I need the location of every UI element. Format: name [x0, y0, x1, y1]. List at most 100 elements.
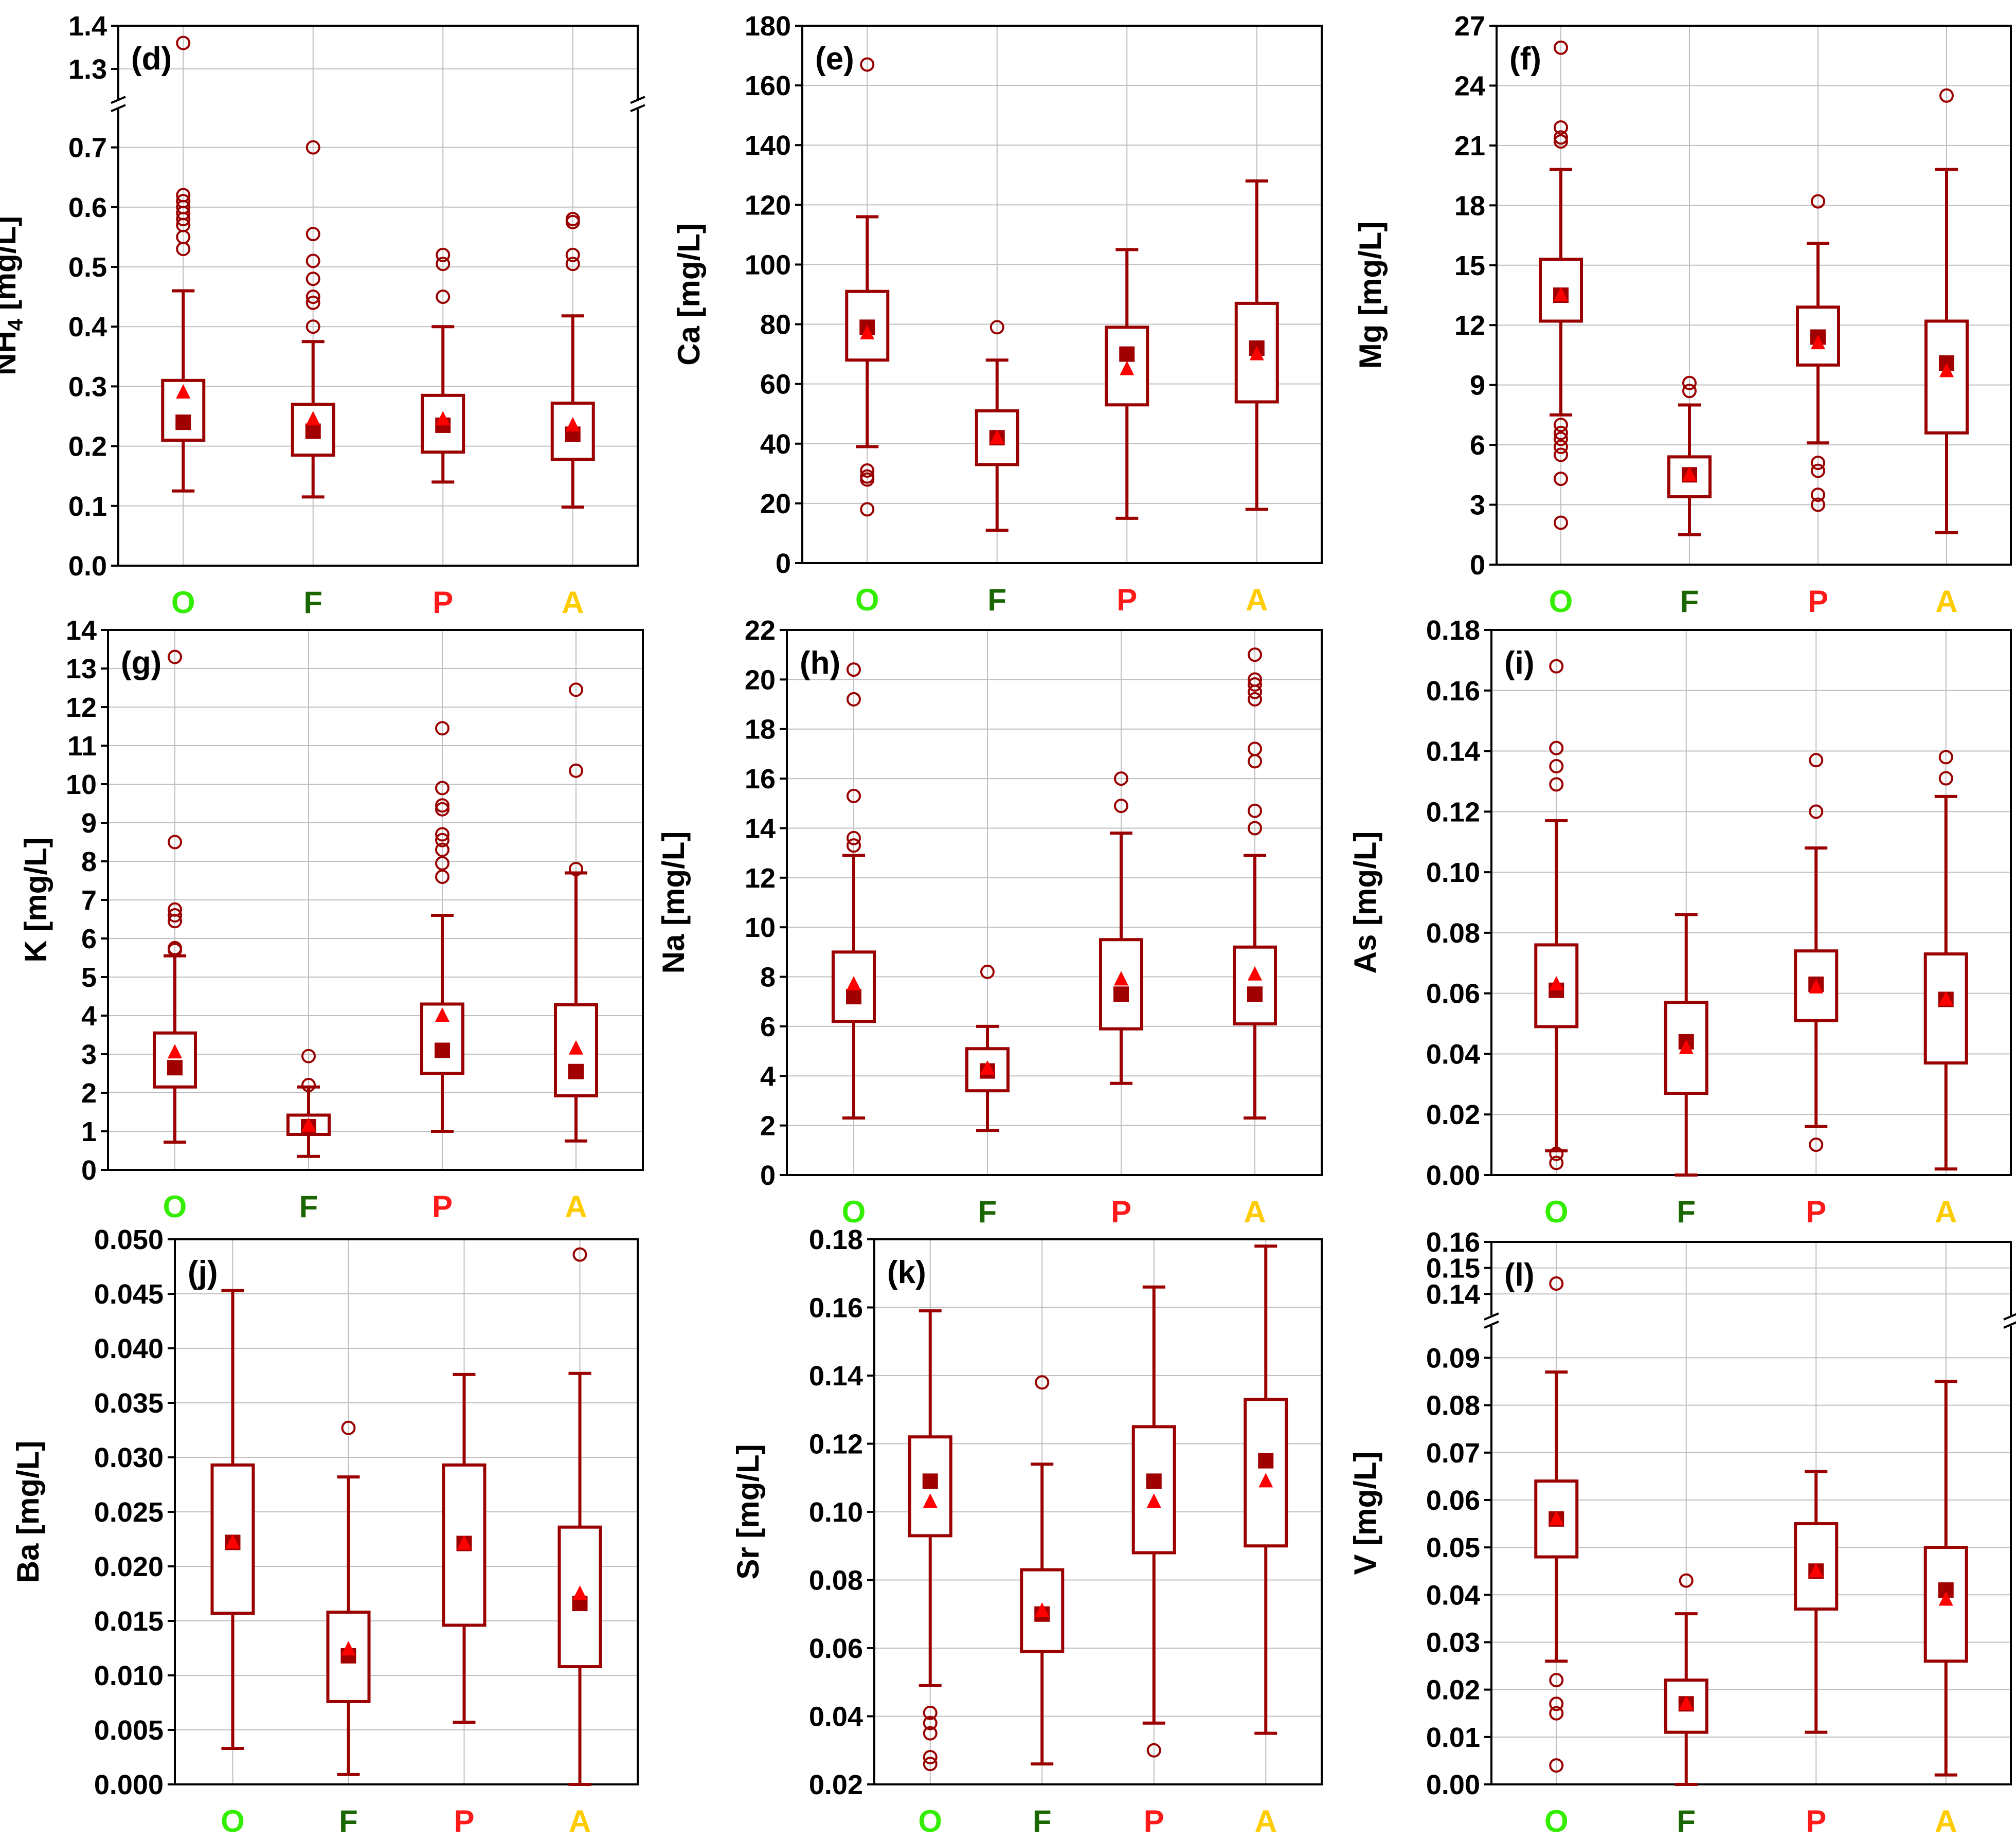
mean-marker: [436, 411, 451, 426]
y-tick-label: 12: [745, 863, 776, 894]
y-tick-label: 3: [1470, 490, 1485, 521]
y-tick-label: 1.3: [68, 54, 107, 85]
y-tick-label: 0.025: [94, 1497, 164, 1528]
outlier-point: [176, 188, 191, 203]
outlier-point: [301, 1049, 316, 1063]
y-axis-label-main: Mg: [1353, 324, 1388, 369]
outlier-point: [1248, 742, 1262, 756]
category-label: A: [1935, 1804, 1957, 1838]
category-label: P: [1117, 583, 1137, 617]
outlier-point: [923, 1705, 938, 1720]
outlier-point: [989, 320, 1004, 335]
y-tick-label: 21: [1454, 131, 1485, 161]
median-marker: [1258, 1453, 1274, 1469]
outlier-point: [1549, 1696, 1564, 1711]
y-tick-label: 0.02: [1426, 1675, 1480, 1706]
outlier-point: [1554, 431, 1568, 446]
mean-marker: [1114, 971, 1128, 986]
iqr-box: [1233, 945, 1277, 1026]
outlier-point: [168, 649, 182, 664]
y-axis-label: V [mg/L]: [1348, 1452, 1382, 1575]
category-label: O: [1549, 584, 1573, 619]
y-tick-label: 0.04: [809, 1702, 863, 1732]
y-axis-label-main: Ca: [672, 326, 706, 365]
y-tick-label: 24: [1454, 70, 1485, 101]
outlier-point: [305, 295, 320, 310]
box-P: [1794, 753, 1839, 1152]
outlier-point: [436, 257, 451, 272]
y-tick-label: 3: [81, 1039, 97, 1070]
outlier-point: [435, 781, 449, 796]
y-tick-label: 0.08: [1426, 1390, 1480, 1421]
category-label: P: [1806, 1804, 1826, 1838]
y-tick-label: 0.08: [809, 1565, 863, 1596]
chart-panel-h: 0 2 4 6 8 10 12 14 16 18 20 22 Na [mg/L] (h) O F P A: [656, 615, 1323, 1229]
y-tick-label: 14: [745, 813, 776, 844]
y-tick-label: 0.08: [1426, 918, 1480, 949]
outlier-point: [1811, 194, 1825, 209]
y-tick-label: 0.04: [1426, 1039, 1480, 1070]
y-tick-label: 0.015: [94, 1606, 164, 1637]
y-axis-label-main: NH: [0, 331, 22, 375]
outlier-point: [435, 833, 449, 847]
y-tick-label: 0.09: [1426, 1343, 1480, 1374]
category-label: O: [163, 1189, 187, 1224]
y-tick-label: 4: [81, 1001, 97, 1032]
category-label: F: [1680, 584, 1699, 619]
outlier-point: [1248, 692, 1262, 707]
box-P: [1105, 248, 1149, 520]
outlier-point: [1114, 799, 1128, 814]
y-axis-label: Na [mg/L]: [656, 832, 691, 974]
y-tick-label: 10: [745, 912, 776, 943]
outlier-point: [1549, 777, 1564, 792]
y-tick-label: 0.00: [1426, 1769, 1480, 1800]
y-tick-label: 100: [745, 249, 791, 280]
median-marker: [568, 1063, 584, 1079]
outlier-point: [847, 788, 861, 803]
category-label: O: [171, 585, 195, 620]
outlier-point: [435, 827, 449, 842]
box-F: [1664, 1573, 1708, 1786]
mean-marker: [980, 1060, 995, 1075]
outlier-point: [1939, 88, 1954, 103]
y-tick-label: 18: [1454, 190, 1485, 221]
y-tick-label: 6: [760, 1012, 776, 1042]
outlier-point: [168, 835, 182, 850]
y-tick-label: 6: [81, 924, 97, 954]
mean-marker: [1549, 1510, 1564, 1525]
outlier-point: [1682, 375, 1697, 390]
iqr-box: [1131, 1425, 1176, 1555]
y-tick-label: 0.000: [94, 1769, 164, 1800]
mean-marker: [301, 1117, 316, 1132]
outlier-point: [435, 802, 449, 817]
category-label: F: [978, 1195, 997, 1229]
outlier-point: [436, 290, 451, 304]
category-label: P: [1111, 1195, 1131, 1229]
outlier-point: [1248, 803, 1262, 818]
y-tick-label: 0.10: [809, 1497, 863, 1528]
mean-marker: [847, 976, 861, 990]
y-tick-label: 0.05: [1426, 1532, 1480, 1563]
y-tick-label: 0.02: [1426, 1099, 1480, 1130]
box-A: [554, 682, 598, 1143]
y-tick-label: 80: [760, 310, 791, 340]
box-O: [832, 662, 876, 1120]
y-axis-label: NH4 [mg/L]: [0, 216, 27, 375]
y-axis-label-main: Ba: [11, 1543, 45, 1583]
mean-marker: [1120, 360, 1135, 375]
category-label: F: [303, 585, 322, 620]
outlier-point: [435, 842, 449, 857]
outlier-point: [572, 1247, 587, 1262]
chart-panel-f: 0 3 6 9 12 15 18 21 24 27 Mg [mg/L] (f) O F P A: [1353, 11, 2012, 619]
iqr-box: [965, 1047, 1010, 1093]
plot-frame: [1490, 1241, 2012, 1785]
box-A: [1923, 1380, 1968, 1777]
y-tick-label: 9: [1470, 370, 1485, 401]
y-axis-label-main: K: [19, 940, 53, 962]
box-O: [1539, 40, 1583, 530]
mean-marker: [1679, 1039, 1694, 1054]
mean-marker: [1811, 335, 1825, 350]
panel-label: (f): [1509, 41, 1541, 77]
y-tick-label: 0.06: [1426, 979, 1480, 1009]
y-tick-label: 14: [66, 615, 97, 646]
